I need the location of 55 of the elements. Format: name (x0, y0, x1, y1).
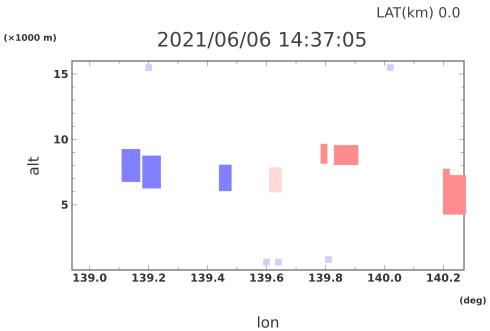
x-tick-label: 140.0 (368, 274, 402, 282)
point (142, 156, 150, 162)
point (340, 145, 347, 152)
point (154, 156, 161, 162)
point (346, 145, 352, 152)
x-axis-title: lon (258, 316, 278, 328)
y-axis-title: alt (27, 156, 39, 175)
point (320, 144, 328, 151)
point (459, 175, 466, 182)
text: (deg) (460, 296, 486, 306)
point (334, 145, 341, 152)
point (154, 162, 161, 169)
point (274, 186, 282, 192)
x-tick-label: 139.2 (132, 274, 166, 282)
point (122, 149, 128, 156)
x-tick-label: 139.8 (309, 274, 342, 282)
point (224, 164, 232, 172)
chart-title: 2021/06/06 14:37:05 (158, 32, 366, 48)
point (386, 64, 394, 71)
x-tick-label: 139.4 (191, 274, 224, 282)
point (133, 162, 140, 169)
point (133, 156, 140, 162)
point (145, 64, 152, 71)
point (352, 158, 358, 165)
point (352, 145, 358, 152)
point (154, 175, 161, 182)
point (133, 149, 140, 156)
point (154, 168, 161, 176)
point (320, 150, 328, 158)
point (263, 258, 270, 266)
text: (×1000 m) (4, 34, 56, 42)
point (352, 152, 358, 158)
y-tick-label: 15 (54, 70, 68, 78)
x-tick-label: 140.2 (427, 274, 460, 282)
point (154, 182, 161, 188)
point (133, 175, 140, 182)
point (224, 171, 232, 178)
point (442, 168, 450, 176)
point (274, 167, 282, 174)
y-tick-label: 10 (54, 135, 68, 144)
x-tick-label: 139.6 (250, 274, 284, 282)
point (320, 156, 328, 164)
point (224, 178, 232, 185)
point (274, 179, 282, 186)
point (224, 184, 232, 192)
y-tick-label: 5 (62, 200, 68, 209)
point (148, 156, 155, 162)
point (459, 208, 466, 215)
point (448, 175, 456, 182)
point (325, 256, 332, 263)
point (274, 258, 282, 266)
point (133, 168, 140, 176)
x-tick-label: 139.0 (74, 274, 106, 282)
point (128, 149, 134, 156)
chart-subtitle: LAT(km) 0.0 (378, 6, 460, 20)
